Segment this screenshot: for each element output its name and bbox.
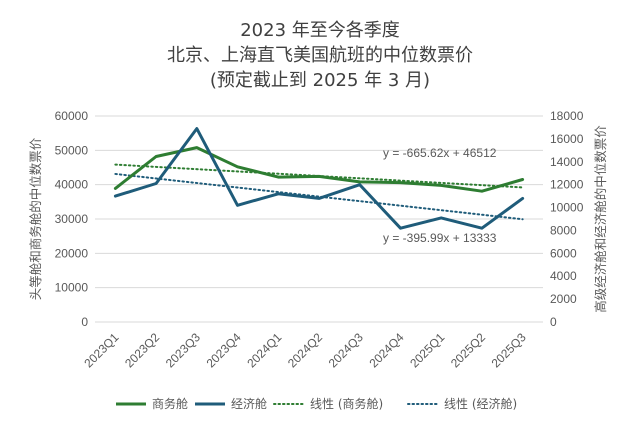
series-lines [113,127,525,230]
left-axis-title: 头等舱和商务舱的中位数票价 [28,137,43,300]
legend-item-economy: 经济舱 [195,396,267,411]
x-tick-label: 2025Q1 [407,330,447,370]
legend-label: 商务舱 [152,396,188,411]
x-tick-label: 2023Q4 [204,330,244,370]
x-tick-label: 2023Q1 [81,330,121,370]
right-tick-label: 16000 [550,132,584,146]
right-axis-title: 高级经济舱和经济舱的中位数票价 [593,125,608,313]
x-tick-label: 2023Q3 [163,330,203,370]
x-axis-ticks: 2023Q1 2023Q2 2023Q3 2023Q4 2024Q1 2024Q2 2024… [81,330,529,370]
right-tick-label: 14000 [550,155,584,169]
right-tick-label: 10000 [550,201,584,215]
legend: 商务舱 经济舱 线性 (商务舱) 线性 (经济舱) [116,396,517,411]
left-tick-label: 0 [81,315,88,329]
series-line-economy [113,127,525,230]
trendlines [114,163,524,221]
right-tick-label: 0 [550,315,557,329]
right-tick-label: 18000 [550,109,584,123]
x-tick-label: 2024Q3 [326,330,366,370]
x-tick-label: 2024Q2 [285,330,325,370]
left-tick-label: 50000 [55,143,89,157]
trendline-economy [114,172,524,221]
chart-title-line-2: 北京、上海直飞美国航班的中位数票价 [167,45,473,66]
legend-item-trend-economy: 线性 (经济舱) [407,396,517,411]
x-tick-label: 2023Q2 [122,330,162,370]
series-line-business [113,146,525,193]
trendline-equation-business: y = -665.62x + 46512 [383,146,497,160]
right-axis-ticks: 0 2000 4000 6000 8000 10000 12000 14000 16000 180… [550,109,584,329]
left-tick-label: 40000 [55,178,89,192]
trendline-equation-economy: y = -395.99x + 13333 [383,231,497,245]
right-tick-label: 12000 [550,178,584,192]
left-tick-label: 10000 [55,281,89,295]
chart-title-line-3: (预定截止到 2025 年 3 月) [210,70,430,91]
legend-label: 线性 (经济舱) [444,396,517,411]
legend-label: 线性 (商务舱) [310,396,383,411]
left-tick-label: 60000 [55,109,89,123]
x-tick-label: 2024Q1 [244,330,284,370]
gridlines [95,115,543,323]
legend-label: 经济舱 [231,396,267,411]
x-tick-label: 2025Q2 [448,330,488,370]
legend-item-trend-business: 线性 (商务舱) [273,396,383,411]
left-axis-ticks: 0 10000 20000 30000 40000 50000 60000 [55,109,89,329]
right-tick-label: 8000 [550,223,577,237]
chart-title-line-1: 2023 年至今各季度 [240,20,400,41]
left-tick-label: 30000 [55,212,89,226]
legend-item-business: 商务舱 [116,396,188,411]
right-tick-label: 2000 [550,292,577,306]
left-tick-label: 20000 [55,246,89,260]
chart-title: 2023 年至今各季度 北京、上海直飞美国航班的中位数票价 (预定截止到 202… [167,20,473,91]
x-tick-label: 2024Q4 [366,330,406,370]
right-tick-label: 4000 [550,269,577,283]
right-tick-label: 6000 [550,246,577,260]
x-tick-label: 2025Q3 [489,330,529,370]
